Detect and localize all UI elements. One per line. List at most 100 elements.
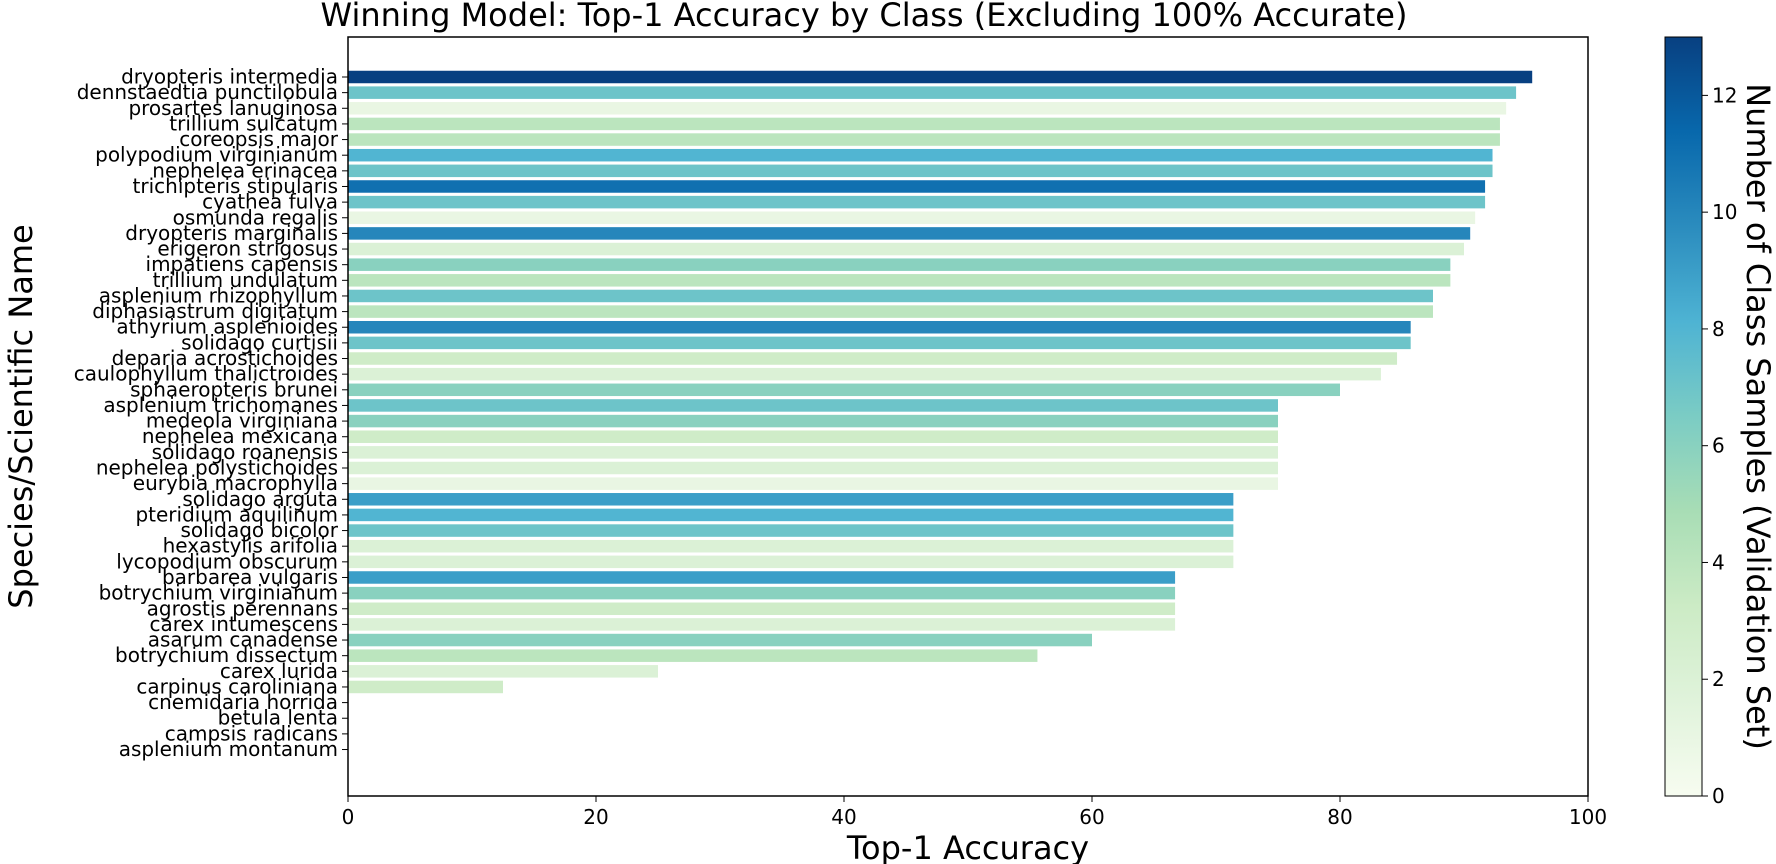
colorbar-ticks: 0 2 4 6 8 10 12 <box>1702 83 1737 808</box>
bar <box>348 524 1234 537</box>
y-tick-label: nephelea mexicana <box>142 424 338 448</box>
colorbar-tick-label: 0 <box>1712 784 1725 808</box>
y-axis-label: Species/Scientific Name <box>2 224 40 608</box>
bar <box>348 399 1278 412</box>
y-tick-label: solidago roanensis <box>152 440 338 464</box>
y-tick-label: dryopteris marginalis <box>125 221 338 245</box>
bar <box>348 383 1340 397</box>
y-tick-label: osmunda regalis <box>173 205 338 229</box>
bar <box>348 195 1486 209</box>
bar <box>348 86 1517 99</box>
y-tick-label: solidago curtisii <box>181 330 338 354</box>
x-axis-label: Top-1 Accuracy <box>846 829 1089 864</box>
colorbar-tick-label: 12 <box>1712 83 1737 107</box>
x-tick-label: 20 <box>583 805 608 829</box>
colorbar-tick-label: 2 <box>1712 667 1725 691</box>
y-tick-label: sphaeropteris brunei <box>130 377 338 401</box>
x-tick-label: 80 <box>1327 805 1352 829</box>
y-tick-label: trillium undulatum <box>153 268 338 292</box>
y-tick-label: trillium sulcatum <box>169 111 338 135</box>
y-tick-label: asarum canadense <box>148 628 338 652</box>
y-tick-label: botrychium virginianum <box>99 581 338 605</box>
bar <box>348 555 1234 569</box>
colorbar-label: Number of Class Samples (Validation Set) <box>1739 83 1776 750</box>
bar <box>348 148 1493 162</box>
bar <box>348 164 1493 178</box>
plot-frame <box>347 36 1589 797</box>
colorbar-tick-label: 4 <box>1712 550 1725 574</box>
bar <box>348 477 1278 490</box>
y-tick-label: cnemidaria horrida <box>148 690 338 714</box>
bar <box>348 446 1278 459</box>
y-tick-label: caulophyllum thalictroides <box>74 362 338 386</box>
y-tick-label: impatiens capensis <box>146 252 338 276</box>
bar <box>348 665 658 678</box>
bar <box>348 414 1278 428</box>
y-tick-label: trichipteris stipularis <box>133 174 338 198</box>
bar <box>348 180 1486 193</box>
bar <box>348 493 1234 506</box>
bar <box>348 274 1451 287</box>
colorbar-tick-label: 10 <box>1712 200 1737 224</box>
y-tick-label: dennstaedtia punctilobula <box>77 80 338 104</box>
bar <box>348 618 1176 631</box>
y-tick-label: deparia acrostichoides <box>112 346 338 370</box>
bar <box>348 133 1500 146</box>
bar <box>348 539 1234 553</box>
y-tick-label: carex intumescens <box>149 612 338 636</box>
y-tick-label: carpinus caroliniana <box>136 674 338 698</box>
bar <box>348 320 1411 334</box>
x-tick-label: 60 <box>1079 805 1104 829</box>
y-tick-label: cyathea fulva <box>202 190 338 214</box>
y-tick-label: pteridium aquilinum <box>135 502 338 526</box>
x-axis: 0 20 40 60 80 100 <box>342 796 1607 829</box>
y-tick-label: solidago arguta <box>182 487 338 511</box>
y-tick-label: dryopteris intermedia <box>121 65 338 89</box>
y-tick-label: polypodium virginianum <box>95 143 338 167</box>
bars-group <box>348 70 1533 694</box>
y-tick-label: prosartes lanuginosa <box>128 96 338 120</box>
y-tick-label: campsis radicans <box>165 721 338 745</box>
bar <box>348 70 1533 84</box>
x-tick-label: 100 <box>1569 805 1607 829</box>
y-tick-label: betula lenta <box>218 706 338 730</box>
x-tick-label: 0 <box>342 805 355 829</box>
chart-title: Winning Model: Top-1 Accuracy by Class (… <box>321 0 1408 34</box>
bar <box>348 227 1471 240</box>
y-tick-label: nephelea erinacea <box>152 158 338 182</box>
colorbar-tick-label: 8 <box>1712 317 1725 341</box>
y-tick-label: solidago bicolor <box>180 518 338 542</box>
y-tick-label: lycopodium obscurum <box>116 549 338 573</box>
colorbar-tick-label: 6 <box>1712 434 1725 458</box>
bar <box>348 289 1433 303</box>
bar <box>348 602 1176 616</box>
bar <box>348 367 1381 381</box>
bar <box>348 305 1433 318</box>
bar <box>348 461 1278 475</box>
y-tick-label: botrychium dissectum <box>115 643 338 667</box>
y-tick-label: medeola virginiana <box>146 409 338 433</box>
y-tick-label: asplenium montanum <box>119 737 338 761</box>
colorbar: 0 2 4 6 8 10 12 Number of Class Samples (Valid… <box>1664 36 1776 808</box>
bar <box>348 571 1176 584</box>
y-tick-label: asplenium trichomanes <box>103 393 338 417</box>
bar <box>348 211 1476 225</box>
bar <box>348 258 1451 271</box>
y-tick-label: coreopsis major <box>179 127 339 151</box>
bar <box>348 102 1507 115</box>
y-tick-label: diphasiastrum digitatum <box>92 299 338 323</box>
y-tick-label: carex lurida <box>220 659 338 683</box>
bar <box>348 633 1092 647</box>
y-tick-label: athyrium asplenioides <box>116 315 338 339</box>
y-tick-label: barbarea vulgaris <box>162 565 338 589</box>
y-tick-label: asplenium rhizophyllum <box>99 283 338 307</box>
bar <box>348 242 1464 256</box>
y-tick-label: agrostis perennans <box>147 596 338 620</box>
y-tick-label: nephelea polystichoides <box>96 456 338 480</box>
colorbar-gradient <box>1664 36 1703 797</box>
bar <box>348 352 1398 365</box>
bar <box>348 680 503 694</box>
bar <box>348 117 1500 131</box>
